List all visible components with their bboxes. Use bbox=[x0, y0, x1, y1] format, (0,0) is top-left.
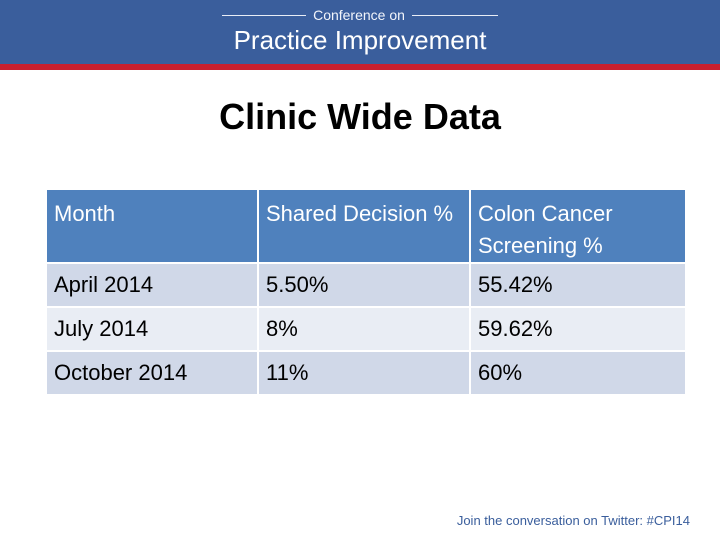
clinic-data-table: Month Shared Decision % Colon Cancer Scr… bbox=[45, 188, 687, 396]
table-cell-colon-screening: 55.42% bbox=[469, 262, 687, 308]
table-cell-colon-screening: 60% bbox=[469, 350, 687, 396]
table-cell-month: October 2014 bbox=[45, 350, 259, 396]
header-month: Month bbox=[45, 188, 259, 264]
conference-divider-right bbox=[412, 15, 498, 16]
header-red-stripe bbox=[0, 64, 720, 70]
header-banner: Conference on Practice Improvement bbox=[0, 0, 720, 64]
table-row: April 2014 5.50% 55.42% bbox=[45, 262, 687, 308]
footer-twitter-text: Join the conversation on Twitter: #CPI14 bbox=[456, 513, 690, 528]
table-cell-shared-decision: 5.50% bbox=[257, 262, 471, 308]
table-cell-month: April 2014 bbox=[45, 262, 259, 308]
slide-title: Clinic Wide Data bbox=[219, 96, 501, 137]
table-cell-month: July 2014 bbox=[45, 306, 259, 352]
table-cell-colon-screening: 59.62% bbox=[469, 306, 687, 352]
conference-title: Practice Improvement bbox=[233, 25, 487, 55]
table-cell-shared-decision: 8% bbox=[257, 306, 471, 352]
header-shared-decision: Shared Decision % bbox=[257, 188, 471, 264]
conference-on-label: Conference on bbox=[313, 7, 405, 23]
conference-divider-left bbox=[222, 15, 306, 16]
header-colon-cancer-screening: Colon Cancer Screening % bbox=[469, 188, 687, 264]
table-row: July 2014 8% 59.62% bbox=[45, 306, 687, 352]
table-row: October 2014 11% 60% bbox=[45, 350, 687, 396]
table-cell-shared-decision: 11% bbox=[257, 350, 471, 396]
table-header-row: Month Shared Decision % Colon Cancer Scr… bbox=[45, 188, 687, 264]
